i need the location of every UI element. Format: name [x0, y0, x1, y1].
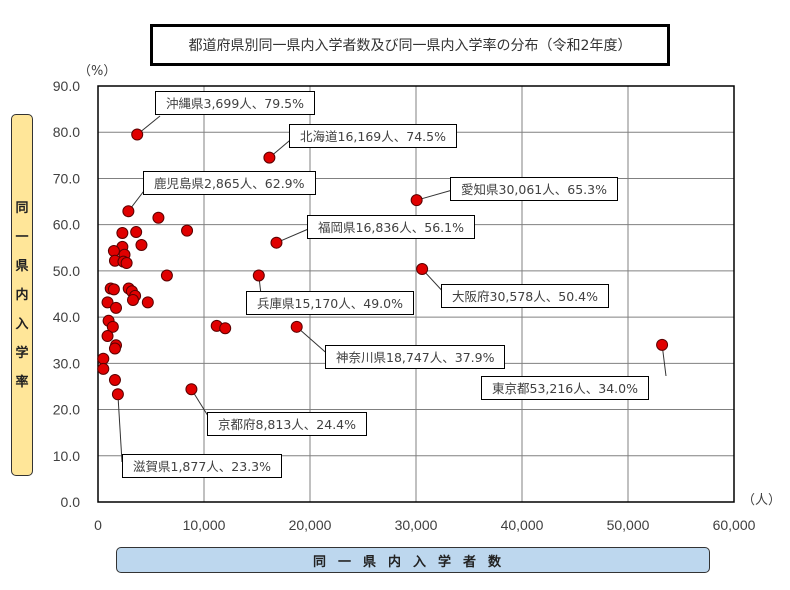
data-point [107, 283, 120, 296]
leader-line [276, 226, 314, 244]
y-axis-title: 同 一 県 内 入 学 率 [11, 114, 33, 476]
data-point [106, 320, 119, 333]
y-axis-title-char: 入 [15, 316, 29, 332]
callout-hyogo: 兵庫県15,170人、49.0% [246, 291, 414, 315]
x-tick-label: 30,000 [395, 517, 438, 533]
data-points [97, 128, 669, 401]
y-unit-label: （%） [78, 64, 117, 79]
data-point [101, 296, 114, 309]
y-tick-label: 50.0 [53, 263, 80, 279]
y-axis-title-char: 同 [15, 200, 29, 216]
x-axis-title: 同一県内入学者数 [116, 547, 710, 573]
leader-line [416, 188, 457, 201]
data-point-labeled [656, 338, 669, 351]
x-tick-label: 40,000 [501, 517, 544, 533]
data-point [160, 269, 173, 282]
callout-kyoto: 京都府8,813人、24.4% [207, 412, 367, 436]
data-point-labeled [290, 320, 303, 333]
data-point-labeled [410, 194, 423, 207]
callout-hokkaido: 北海道16,169人、74.5% [289, 124, 457, 148]
y-axis-title-char: 一 [15, 229, 29, 245]
data-point [97, 362, 110, 375]
axis-ticks: 0.0 10.0 20.0 30.0 40.0 50.0 60.0 70.0 80.0 90.0 0… [53, 78, 756, 533]
callout-kagoshima: 鹿児島県2,865人、62.9% [143, 171, 316, 195]
data-point [219, 322, 232, 335]
data-point [141, 296, 154, 309]
callout-shiga: 滋賀県1,877人、23.3% [122, 454, 282, 478]
x-tick-label: 0 [94, 517, 102, 533]
data-point-labeled [111, 388, 124, 401]
data-point [126, 294, 139, 307]
callout-okinawa: 沖縄県3,699人、79.5% [155, 91, 315, 115]
data-point-labeled [131, 128, 144, 141]
x-tick-label: 50,000 [607, 517, 650, 533]
data-point-labeled [416, 263, 429, 276]
x-tick-label: 10,000 [183, 517, 226, 533]
data-point-labeled [122, 205, 135, 218]
x-tick-label: 20,000 [289, 517, 332, 533]
callout-osaka: 大阪府30,578人、50.4% [441, 284, 609, 308]
data-point-labeled [252, 269, 265, 282]
leader-line [117, 394, 123, 463]
y-axis-title-char: 県 [15, 258, 29, 274]
y-axis-title-char: 学 [15, 345, 29, 361]
data-point [101, 330, 114, 343]
callout-tokyo: 東京都53,216人、34.0% [481, 376, 649, 400]
data-point [152, 211, 165, 224]
chart-title: 都道府県別同一県内入学者数及び同一県内入学率の分布（令和2年度） [150, 24, 670, 66]
data-point [120, 257, 133, 270]
y-tick-label: 90.0 [53, 78, 80, 94]
callout-fukuoka: 福岡県16,836人、56.1% [307, 215, 475, 239]
data-point [97, 352, 110, 365]
data-point-labeled [185, 383, 198, 396]
callout-kanagawa: 神奈川県18,747人、37.9% [325, 345, 506, 369]
callout-aichi: 愛知県30,061人、65.3% [450, 177, 618, 201]
data-point-labeled [270, 236, 283, 249]
data-point [130, 226, 143, 239]
data-point [108, 373, 121, 386]
y-tick-label: 20.0 [53, 402, 80, 418]
y-tick-label: 70.0 [53, 170, 80, 186]
y-tick-label: 40.0 [53, 309, 80, 325]
y-tick-label: 60.0 [53, 217, 80, 233]
y-tick-label: 30.0 [53, 355, 80, 371]
y-axis-title-char: 率 [15, 374, 29, 390]
x-unit-label: （人） [742, 493, 782, 508]
data-point [116, 226, 129, 239]
y-axis-title-char: 内 [15, 287, 29, 303]
data-point-labeled [263, 151, 276, 164]
y-tick-label: 80.0 [53, 124, 80, 140]
data-point [108, 342, 121, 355]
plot-area-frame [97, 85, 735, 503]
y-tick-label: 10.0 [53, 448, 80, 464]
data-point [135, 239, 148, 252]
x-tick-label: 60,000 [713, 517, 756, 533]
data-point [110, 301, 123, 314]
y-tick-label: 0.0 [61, 494, 81, 510]
data-point [181, 224, 194, 237]
